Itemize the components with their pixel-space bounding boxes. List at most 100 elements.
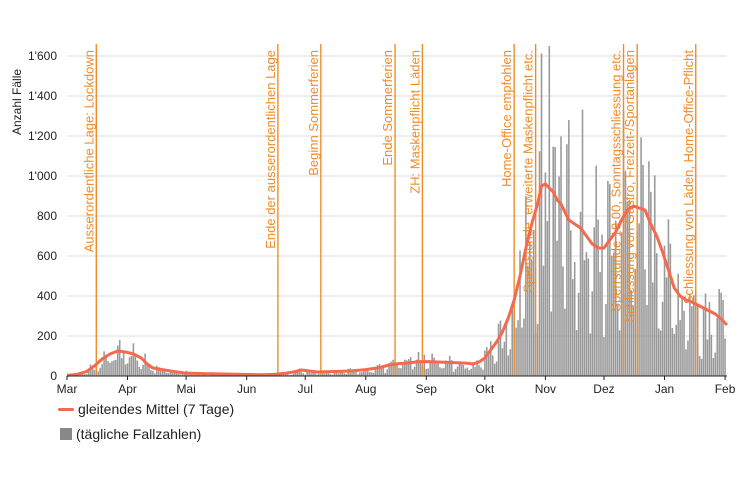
daily-bar — [501, 348, 504, 376]
daily-bar — [105, 356, 107, 376]
daily-bar — [525, 196, 527, 376]
legend-item-bars: (tägliche Fallzahlen) — [58, 426, 201, 442]
daily-bar — [597, 219, 599, 376]
daily-bar — [497, 323, 500, 376]
daily-bar — [650, 191, 652, 376]
daily-bar — [361, 372, 363, 376]
daily-bar — [93, 369, 96, 376]
daily-bar — [607, 180, 609, 376]
daily-bar — [507, 355, 510, 376]
daily-bar — [355, 371, 357, 376]
daily-bar — [402, 364, 404, 376]
y-tick-label: 1'000 — [28, 169, 57, 183]
daily-bar — [363, 371, 365, 376]
daily-bar — [476, 360, 478, 376]
daily-bar — [380, 366, 383, 376]
y-tick-label: 0 — [50, 369, 57, 383]
daily-bar — [187, 373, 189, 376]
daily-bar — [653, 175, 656, 376]
daily-bar — [351, 370, 353, 376]
daily-bar — [163, 370, 166, 376]
y-tick-label: 600 — [37, 249, 57, 263]
daily-bar — [691, 306, 693, 376]
daily-bar — [618, 330, 621, 376]
daily-bar — [609, 184, 611, 376]
daily-bar — [357, 374, 359, 376]
daily-bar — [286, 373, 289, 376]
annotation-label: Ausserordentliche Lage: Lockdown — [81, 50, 96, 252]
daily-bar — [366, 370, 369, 376]
daily-bar — [308, 369, 310, 376]
daily-bar — [550, 311, 553, 376]
daily-bar — [589, 333, 592, 376]
daily-bar — [83, 374, 86, 376]
daily-bar — [132, 343, 135, 376]
daily-bar — [605, 304, 607, 376]
daily-bar — [140, 369, 142, 376]
daily-bar — [632, 305, 635, 376]
daily-bar — [673, 333, 676, 376]
daily-bar — [611, 255, 613, 376]
daily-bar — [154, 373, 156, 376]
daily-bar — [468, 370, 471, 376]
daily-bar — [101, 364, 103, 376]
daily-bar — [616, 303, 619, 376]
daily-bar — [489, 341, 492, 376]
daily-bar — [148, 366, 150, 376]
daily-bar — [398, 367, 400, 376]
daily-bar — [460, 362, 463, 376]
daily-bar — [706, 339, 709, 376]
daily-bar — [435, 361, 437, 376]
daily-bar — [655, 253, 658, 376]
daily-bar — [663, 245, 666, 376]
daily-bar — [624, 171, 627, 376]
daily-bar — [109, 362, 111, 376]
daily-bar — [536, 324, 539, 376]
daily-bar — [626, 201, 629, 376]
daily-bar — [640, 137, 642, 376]
daily-bar — [417, 351, 420, 376]
daily-bar — [458, 363, 461, 376]
daily-bar — [429, 362, 431, 376]
x-tick-label: Jun — [237, 382, 256, 396]
daily-bar — [335, 370, 338, 376]
daily-bar — [122, 353, 125, 376]
daily-bar — [464, 368, 467, 376]
daily-bar — [591, 291, 594, 376]
daily-bar — [415, 359, 418, 376]
daily-bar — [482, 369, 484, 376]
gridlines — [67, 55, 727, 337]
daily-bar — [603, 337, 605, 376]
daily-bar — [282, 374, 285, 376]
daily-bar — [505, 322, 508, 376]
daily-bar — [142, 364, 144, 376]
daily-bar — [126, 363, 129, 376]
daily-bar — [91, 365, 94, 376]
daily-bar — [644, 269, 646, 376]
daily-bar — [392, 359, 394, 376]
daily-bar — [704, 293, 707, 376]
daily-bar — [157, 367, 160, 376]
daily-bar — [116, 345, 119, 376]
daily-bar — [390, 361, 392, 376]
daily-bar — [339, 370, 342, 376]
daily-bar — [493, 363, 496, 376]
daily-bar — [495, 361, 498, 376]
daily-bar — [433, 357, 435, 376]
daily-bar — [113, 360, 115, 376]
daily-bar — [566, 144, 568, 376]
daily-bar — [161, 368, 164, 376]
daily-bar — [659, 330, 662, 376]
daily-bar — [712, 358, 715, 376]
daily-bar — [156, 365, 158, 376]
daily-bar — [85, 374, 88, 376]
daily-bar — [298, 368, 301, 376]
daily-bar — [325, 371, 328, 376]
daily-bar — [341, 371, 344, 376]
daily-bar — [378, 364, 381, 376]
daily-bar — [472, 362, 474, 376]
daily-bar — [407, 359, 410, 376]
daily-bar — [173, 371, 176, 376]
daily-bar — [427, 368, 430, 376]
daily-bar — [456, 366, 459, 376]
